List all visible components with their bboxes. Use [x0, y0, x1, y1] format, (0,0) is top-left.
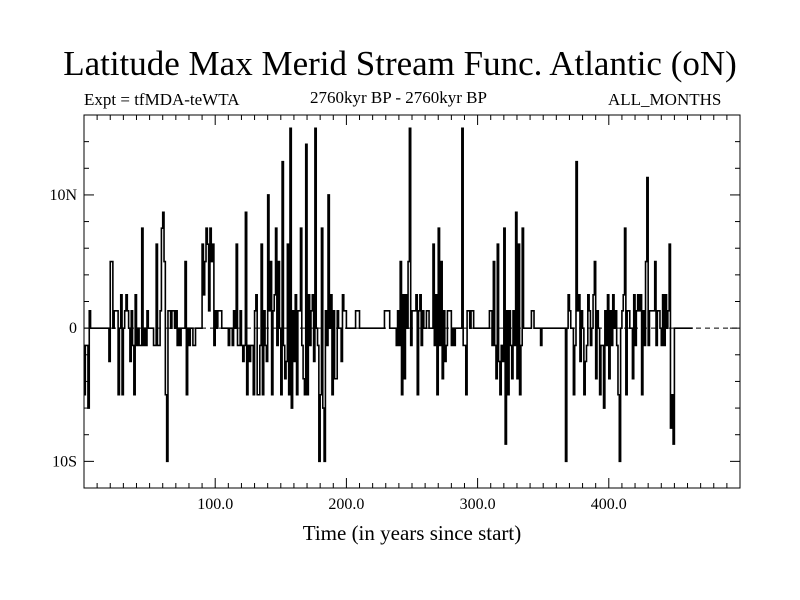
- y-tick-label: 10N: [49, 187, 77, 204]
- x-axis-label: Time (in years since start): [303, 521, 522, 545]
- series-line-0: [84, 127, 693, 463]
- series-layer: [84, 127, 693, 463]
- x-tick-label: 400.0: [591, 496, 627, 513]
- x-tick-label: 300.0: [460, 496, 496, 513]
- experiment-label: Expt = tfMDA-teWTA: [84, 90, 240, 109]
- months-label: ALL_MONTHS: [608, 90, 722, 109]
- y-tick-label: 0: [69, 320, 77, 337]
- x-tick-label: 200.0: [328, 496, 364, 513]
- y-tick-label: 10S: [52, 453, 77, 470]
- chart-title: Latitude Max Merid Stream Func. Atlantic…: [63, 44, 737, 83]
- x-tick-label: 100.0: [197, 496, 233, 513]
- period-label: 2760kyr BP - 2760kyr BP: [310, 88, 487, 107]
- axes-layer: 100.0 200.0 300.0 400.0 10N 0 10S: [49, 114, 741, 513]
